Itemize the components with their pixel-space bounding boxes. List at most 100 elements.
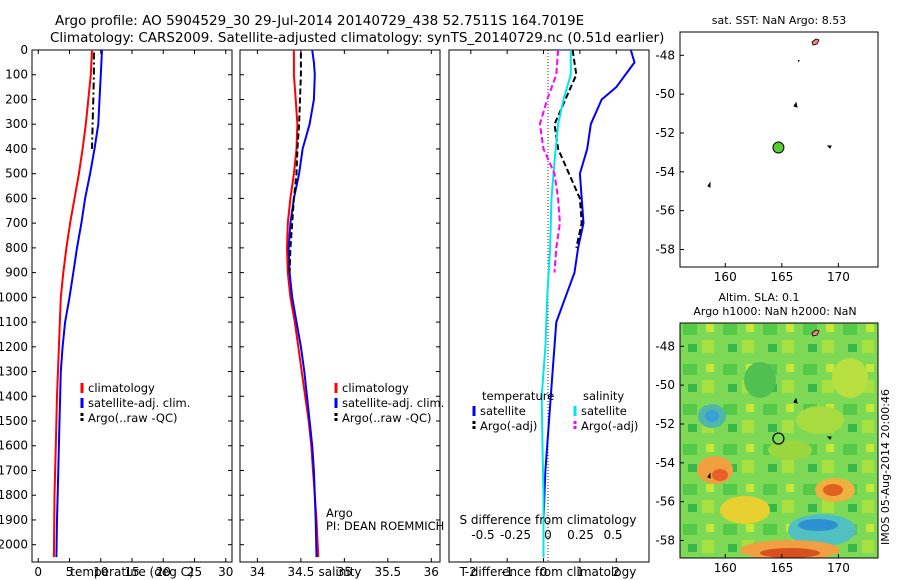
depth-tick-label: 700 — [5, 216, 28, 230]
x-tick-label: 1 — [576, 565, 584, 579]
map-y-tick-label: -50 — [655, 87, 675, 101]
depth-tick-label: 1600 — [0, 439, 28, 453]
temperature-axes-frame — [31, 49, 233, 563]
depth-tick-label: 1300 — [0, 365, 28, 379]
depth-tick-label: 400 — [5, 142, 28, 156]
t-difference-axis-ticks: -2 -1 0 1 2 — [465, 50, 620, 579]
map-y-tick-label: -48 — [655, 48, 675, 62]
difference-series-lines — [538, 50, 636, 558]
depth-tick-label: 100 — [5, 68, 28, 82]
x2-tick-label: 0.5 — [603, 528, 622, 542]
altimetry-map-panel: Altim. SLA: 0.1 Argo h1000: NaN h2000: N… — [655, 291, 879, 575]
depth-tick-label: 800 — [5, 241, 28, 255]
argo-annotation: Argo — [326, 506, 353, 520]
salinity-panel: 34 34.5 35 35.5 36 salinity climatologysatel… — [239, 49, 444, 579]
series-line-climatology — [52, 50, 93, 558]
figure-title-line2: Climatology: CARS2009. Satellite-adjuste… — [50, 30, 664, 46]
legend-label: satellite-adj. clim. — [88, 396, 190, 410]
legend-label: Argo(-adj) — [480, 419, 537, 433]
sla-heatmap — [680, 323, 878, 558]
figure-title-line1: Argo profile: AO 5904529_30 29-Jul-2014 … — [55, 13, 584, 29]
salinity-depth-ticks — [240, 49, 440, 546]
map-y-tick-label: -58 — [655, 243, 675, 257]
map-x-tick-label: 170 — [827, 561, 850, 575]
map-y-tick-label: -56 — [655, 204, 675, 218]
legend-label: satellite-adj. clim. — [342, 396, 444, 410]
map-y-tick-label: -52 — [655, 126, 675, 140]
depth-tick-label: 600 — [5, 191, 28, 205]
temperature-panel: 0 100 200 300 400 500 600 700 800 900 1000 1100 1200… — [0, 43, 233, 579]
depth-tick-label: 1200 — [0, 340, 28, 354]
map-y-tick-label: -52 — [655, 417, 675, 431]
legend-label: Argo(-adj) — [581, 419, 638, 433]
legend-label: satellite — [581, 404, 627, 418]
s-difference-label: S difference from climatology — [460, 513, 637, 527]
imos-timestamp: IMOS 05-Aug-2014 20:00:46 — [879, 389, 892, 545]
x2-tick-label: -0.25 — [500, 528, 531, 542]
map-y-tick-label: -58 — [655, 534, 675, 548]
series-line-satellite — [542, 50, 636, 558]
sst-map-title: sat. SST: NaN Argo: 8.53 — [712, 14, 846, 27]
x-tick-label: 20 — [156, 565, 171, 579]
depth-tick-label: 1700 — [0, 463, 28, 477]
series-line-satelliteadjclim — [55, 50, 103, 558]
map-x-tick-label: 160 — [714, 270, 737, 284]
legend-header-salinity: salinity — [583, 389, 624, 403]
map-y-tick-label: -48 — [655, 339, 675, 353]
depth-tick-label: 2000 — [0, 538, 28, 552]
altim-map-ticks: 160 165 170 -48 -50 -52 -54 -56 -58 — [655, 339, 849, 575]
argo-position-ring — [772, 432, 785, 445]
map-x-tick-label: 165 — [770, 270, 793, 284]
map-x-tick-label: 165 — [770, 561, 793, 575]
map-y-tick-label: -54 — [655, 456, 675, 470]
x-tick-label: 35 — [337, 565, 352, 579]
x-tick-label: 0 — [540, 565, 548, 579]
x-tick-label: 15 — [124, 565, 139, 579]
x-tick-label: 34.5 — [288, 565, 315, 579]
series-line-argoadj — [538, 50, 561, 273]
x-tick-label: 2 — [612, 565, 620, 579]
series-line-argorawqc — [288, 52, 302, 273]
x-tick-label: 34 — [250, 565, 265, 579]
difference-legend: temperature salinitysatelliteArgo(-adj)sa… — [472, 389, 638, 433]
t-difference-label: T difference from climatology — [459, 565, 637, 579]
series-line-satelliteadjclim — [287, 50, 318, 558]
depth-tick-label: 1400 — [0, 389, 28, 403]
x-tick-label: 5 — [66, 565, 74, 579]
salinity-axis-ticks: 34 34.5 35 35.5 36 — [250, 50, 439, 579]
s-difference-axis-ticks: -0.5 -0.25 0 0.25 0.5 — [471, 528, 622, 542]
depth-tick-label: 300 — [5, 117, 28, 131]
difference-axes-frame — [448, 49, 650, 563]
x2-tick-label: -0.5 — [471, 528, 494, 542]
depth-tick-label: 1100 — [0, 315, 28, 329]
map-y-tick-label: -50 — [655, 378, 675, 392]
series-line-argorawqc — [91, 52, 95, 149]
depth-tick-label: 900 — [5, 266, 28, 280]
depth-tick-label: 1500 — [0, 414, 28, 428]
depth-tick-label: 500 — [5, 167, 28, 181]
depth-tick-label: 200 — [5, 92, 28, 106]
salinity-x-label: salinity — [318, 565, 361, 579]
x2-tick-label: 0.25 — [567, 528, 594, 542]
x2-tick-label: 0 — [544, 528, 552, 542]
x-tick-label: 30 — [218, 565, 233, 579]
altim-title-line1: Altim. SLA: 0.1 — [718, 291, 799, 304]
map-x-tick-label: 170 — [827, 270, 850, 284]
depth-tick-label: 0 — [20, 43, 28, 57]
map-y-tick-label: -56 — [655, 495, 675, 509]
difference-panel: -2 -1 0 1 2 -0.5 -0.25 0 0.25 0.5 S difference f… — [448, 49, 650, 579]
legend-label: Argo(..raw -QC) — [342, 411, 432, 425]
series-line-satellite — [540, 50, 572, 558]
legend-label: Argo(..raw -QC) — [88, 411, 178, 425]
depth-tick-label: 1000 — [0, 290, 28, 304]
x-tick-label: -2 — [465, 565, 477, 579]
temperature-x-label: temperature (deg C) — [70, 565, 193, 579]
x-tick-label: 10 — [93, 565, 108, 579]
x-tick-label: 36 — [424, 565, 439, 579]
temperature-axis-ticks: 0 5 10 15 20 25 30 — [34, 50, 233, 579]
salinity-axes-frame — [239, 49, 441, 563]
depth-tick-label: 1800 — [0, 488, 28, 502]
legend-label: satellite — [480, 404, 526, 418]
